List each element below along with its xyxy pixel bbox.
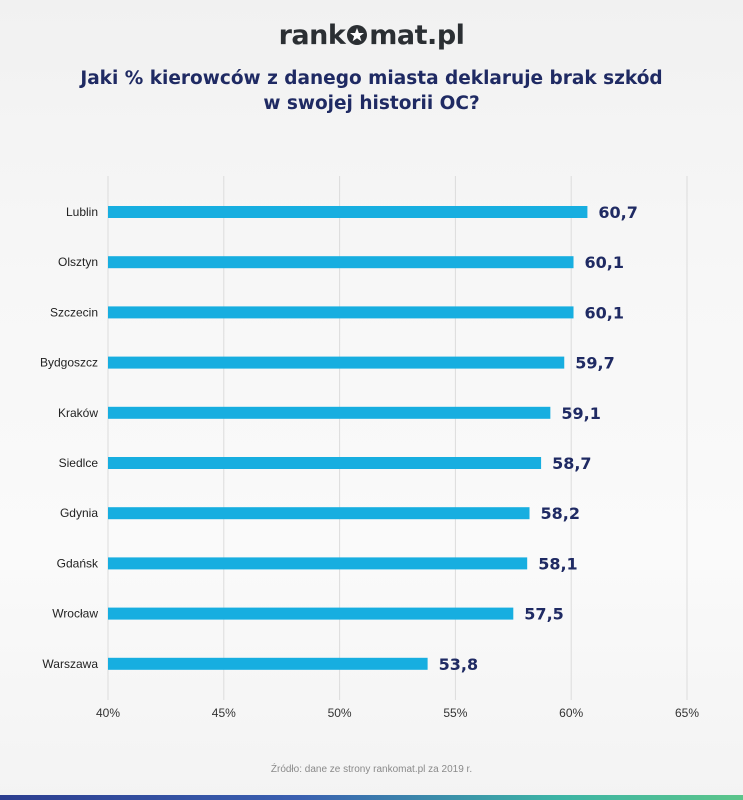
- value-label: 60,7: [598, 203, 637, 222]
- category-label: Wrocław: [52, 607, 98, 621]
- source-note: Źródło: dane ze strony rankomat.pl za 20…: [270, 764, 473, 775]
- bar-chart: 40% 45% 50% 55% 60% 65% Lublin 60,7 Olsztyn 60,1 S…: [40, 176, 699, 720]
- value-label: 57,5: [524, 605, 563, 624]
- x-tick-label: 40%: [96, 706, 120, 720]
- value-label: 58,7: [552, 454, 591, 473]
- chart-title-line-1: Jaki % kierowców z danego miasta deklaru…: [80, 68, 663, 89]
- value-label: 53,8: [439, 655, 478, 674]
- x-tick-label: 60%: [559, 706, 583, 720]
- category-label: Szczecin: [50, 305, 98, 319]
- bar: [108, 256, 574, 269]
- category-label: Lublin: [66, 205, 98, 219]
- logo-text-left: rank: [278, 20, 346, 51]
- bar: [108, 557, 528, 570]
- bar: [108, 607, 514, 620]
- bar: [108, 457, 542, 469]
- value-label: 58,2: [541, 504, 580, 523]
- value-label: 58,1: [538, 554, 577, 573]
- value-label: 59,1: [561, 404, 600, 423]
- value-label: 60,1: [585, 253, 624, 272]
- x-tick-label: 65%: [675, 706, 699, 720]
- bar: [108, 406, 551, 419]
- category-label: Siedlce: [59, 456, 99, 470]
- x-tick-label: 45%: [212, 706, 236, 720]
- bar: [108, 657, 428, 670]
- value-label: 60,1: [585, 303, 624, 322]
- chart-title-line-2: w swojej historii OC?: [263, 93, 480, 114]
- x-tick-label: 55%: [443, 706, 467, 720]
- category-label: Bydgoszcz: [40, 356, 98, 370]
- category-label: Olsztyn: [58, 255, 98, 269]
- bar: [108, 507, 530, 520]
- category-label: Gdańsk: [57, 556, 99, 570]
- bottom-brand-bar: [0, 795, 743, 800]
- bar: [108, 356, 565, 369]
- x-tick-label: 50%: [328, 706, 352, 720]
- category-label: Kraków: [58, 406, 98, 420]
- bar: [108, 306, 574, 319]
- rankomat-logo: rank mat.pl: [0, 20, 743, 51]
- value-label: 59,7: [575, 354, 614, 373]
- chart-title: Jaki % kierowców z danego miasta deklaru…: [20, 66, 723, 116]
- category-label: Gdynia: [60, 506, 98, 520]
- logo-text-right: mat.pl: [369, 20, 465, 51]
- bar: [108, 206, 588, 218]
- category-label: Warszawa: [42, 657, 98, 671]
- logo-star-icon: [346, 22, 368, 45]
